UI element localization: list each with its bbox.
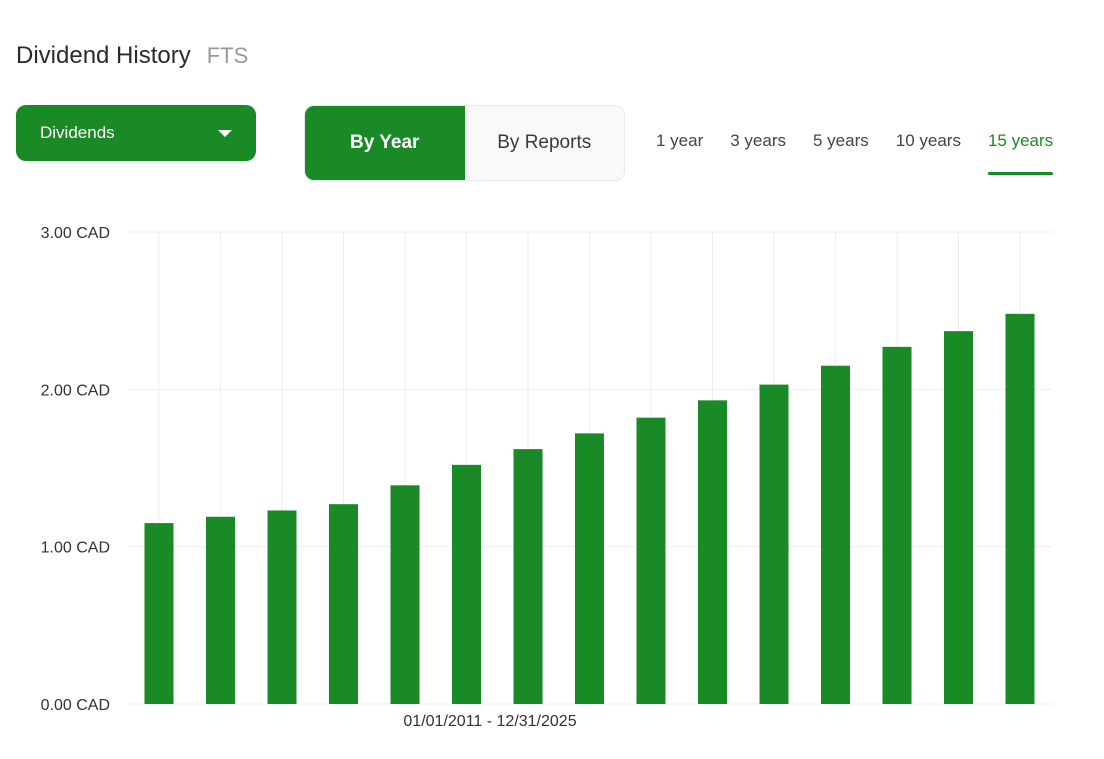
- view-toggle: By Year By Reports: [304, 105, 625, 181]
- tab-15-years[interactable]: 15 years: [987, 131, 1054, 175]
- chart-bar[interactable]: [144, 523, 174, 704]
- tab-3-years[interactable]: 3 years: [730, 131, 786, 150]
- chart-bar[interactable]: [944, 331, 973, 704]
- chart-bar[interactable]: [575, 433, 604, 704]
- header: Dividend History FTS: [16, 42, 248, 70]
- tab-5-years[interactable]: 5 years: [813, 131, 869, 150]
- chart-bar[interactable]: [821, 365, 850, 704]
- chart-bar[interactable]: [267, 510, 297, 704]
- y-tick-label: 3.00 CAD: [41, 225, 110, 242]
- y-tick-label: 0.00 CAD: [41, 697, 110, 714]
- chart-bar[interactable]: [390, 485, 420, 704]
- caret-down-icon: [218, 129, 232, 137]
- chart-bar[interactable]: [452, 464, 481, 704]
- chart-bar[interactable]: [206, 516, 235, 704]
- page-title: Dividend History: [16, 42, 191, 69]
- by-reports-button[interactable]: By Reports: [497, 132, 592, 153]
- chart-bar[interactable]: [698, 400, 727, 704]
- tab-10-years[interactable]: 10 years: [895, 131, 961, 150]
- ticker-symbol: FTS: [206, 43, 249, 68]
- tab-1-year[interactable]: 1 year: [656, 131, 704, 150]
- by-year-button[interactable]: By Year: [305, 106, 465, 180]
- chart-bar[interactable]: [329, 504, 358, 704]
- metric-dropdown-label: Dividends: [40, 123, 115, 142]
- period-tabs: 1 year 3 years 5 years 10 years 15 years: [656, 131, 1054, 175]
- chart-bar[interactable]: [636, 417, 666, 704]
- y-axis-ticks: 0.00 CAD 1.00 CAD 2.00 CAD 3.00 CAD: [41, 225, 110, 714]
- chart-bar[interactable]: [1005, 313, 1035, 704]
- y-tick-label: 2.00 CAD: [41, 382, 110, 399]
- chart-bars: [144, 313, 1035, 704]
- chart-bar[interactable]: [759, 384, 789, 704]
- metric-dropdown[interactable]: Dividends: [16, 105, 256, 161]
- chart-bar[interactable]: [513, 449, 543, 704]
- date-range-label: 01/01/2011 - 12/31/2025: [403, 713, 576, 730]
- chart-bar[interactable]: [882, 346, 912, 704]
- y-tick-label: 1.00 CAD: [41, 540, 110, 557]
